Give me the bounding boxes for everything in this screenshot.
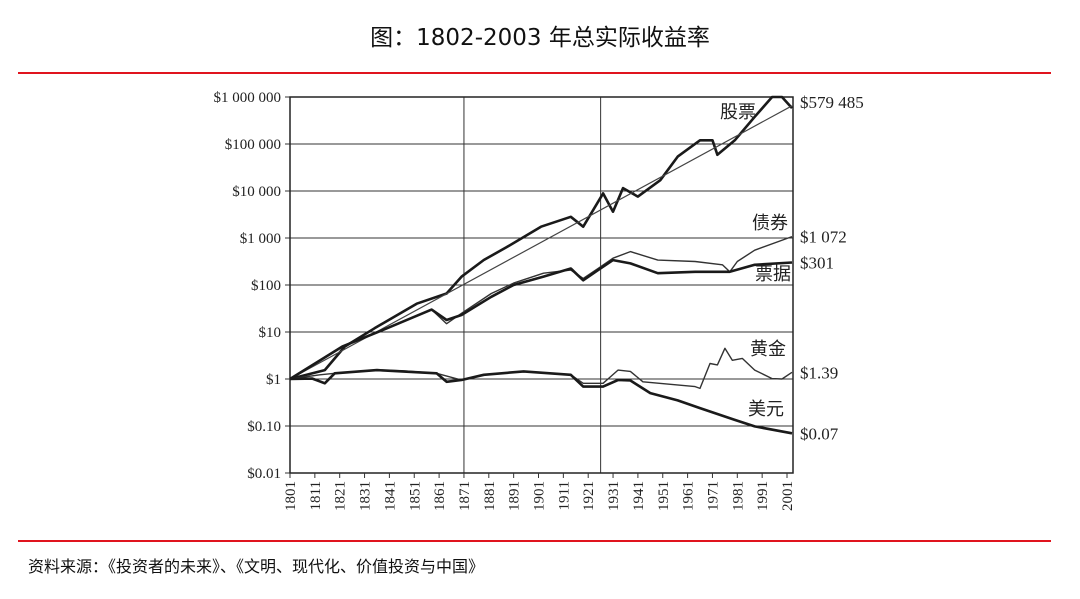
series-label: 黄金	[750, 339, 786, 359]
top-divider	[18, 72, 1051, 74]
x-tick-label: 1831	[358, 481, 374, 511]
end-value-label: $301	[800, 254, 834, 273]
x-tick-label: 1901	[532, 481, 548, 511]
x-tick-label: 1801	[283, 481, 299, 511]
x-tick-label: 1821	[333, 481, 349, 511]
x-tick-label: 1971	[705, 481, 721, 511]
y-tick-label: $10	[259, 325, 282, 341]
bottom-divider	[18, 540, 1051, 542]
x-tick-label: 1931	[606, 481, 622, 511]
end-value-label: $579 485	[800, 93, 864, 112]
x-tick-label: 1891	[507, 481, 523, 511]
x-tick-label: 1951	[656, 481, 672, 511]
x-tick-label: 1991	[755, 481, 771, 511]
end-value-label: $1.39	[800, 363, 838, 382]
x-tick-label: 1921	[581, 481, 597, 511]
x-tick-label: 1941	[631, 481, 647, 511]
source-note: 资料来源：《投资者的未来》、《文明、现代化、价值投资与中国》	[28, 557, 485, 576]
series-line-5	[289, 368, 793, 435]
y-tick-label: $1	[266, 372, 281, 388]
y-tick-label: $100 000	[225, 137, 281, 153]
plot-frame	[289, 96, 794, 474]
x-tick-label: 1871	[457, 481, 473, 511]
series-label: 债券	[752, 213, 788, 233]
x-tick-label: 1981	[730, 481, 746, 511]
x-tick-label: 1911	[556, 481, 572, 510]
x-tick-label: 1961	[681, 481, 697, 511]
end-value-label: $0.07	[800, 424, 839, 443]
series-line-4	[289, 347, 793, 390]
y-tick-label: $10 000	[232, 184, 281, 200]
series-label: 股票	[720, 102, 756, 122]
x-tick-label: 1841	[382, 481, 398, 511]
page-title: 图：1802-2003 年总实际收益率	[370, 25, 710, 51]
y-tick-label: $1 000 000	[214, 90, 282, 106]
x-tick-label: 1811	[308, 481, 324, 510]
y-tick-label: $100	[251, 278, 281, 294]
series-label: 票据	[755, 264, 791, 284]
end-value-label: $1 072	[800, 228, 847, 247]
series-line-2	[289, 235, 793, 380]
x-tick-label: 1881	[482, 481, 498, 511]
x-tick-label: 2001	[780, 481, 796, 511]
series-label: 美元	[748, 399, 784, 419]
y-tick-label: $0.10	[247, 419, 281, 435]
y-tick-label: $0.01	[247, 466, 281, 482]
series-line-0	[289, 95, 793, 381]
x-tick-label: 1851	[407, 481, 423, 511]
series-line-3	[289, 258, 793, 381]
x-tick-label: 1861	[432, 481, 448, 511]
y-tick-label: $1 000	[240, 231, 281, 247]
